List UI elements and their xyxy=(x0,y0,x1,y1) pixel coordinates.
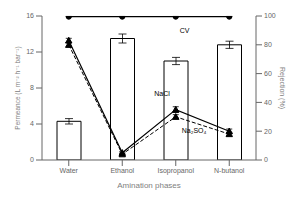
svg-text:12: 12 xyxy=(26,48,34,55)
svg-text:Amination phases: Amination phases xyxy=(117,181,181,190)
svg-text:0: 0 xyxy=(264,156,268,163)
svg-text:20: 20 xyxy=(264,128,272,135)
svg-text:16: 16 xyxy=(26,12,34,19)
svg-text:Rejection (%): Rejection (%) xyxy=(278,67,286,109)
svg-text:CV: CV xyxy=(180,27,190,34)
svg-text:60: 60 xyxy=(264,70,272,77)
svg-text:Isopropanol: Isopropanol xyxy=(157,167,194,175)
svg-text:Na₂SO₄: Na₂SO₄ xyxy=(182,127,207,134)
svg-text:NaCl: NaCl xyxy=(154,90,170,97)
svg-text:8: 8 xyxy=(30,84,34,91)
svg-text:80: 80 xyxy=(264,41,272,48)
svg-text:40: 40 xyxy=(264,99,272,106)
svg-text:4: 4 xyxy=(30,120,34,127)
svg-text:Water: Water xyxy=(60,167,79,174)
svg-text:N-butanol: N-butanol xyxy=(214,167,245,174)
svg-text:Permeance (L m⁻² h⁻¹ bar⁻¹): Permeance (L m⁻² h⁻¹ bar⁻¹) xyxy=(14,46,22,129)
svg-text:Ethanol: Ethanol xyxy=(110,167,134,174)
svg-text:100: 100 xyxy=(264,12,276,19)
svg-text:0: 0 xyxy=(30,156,34,163)
